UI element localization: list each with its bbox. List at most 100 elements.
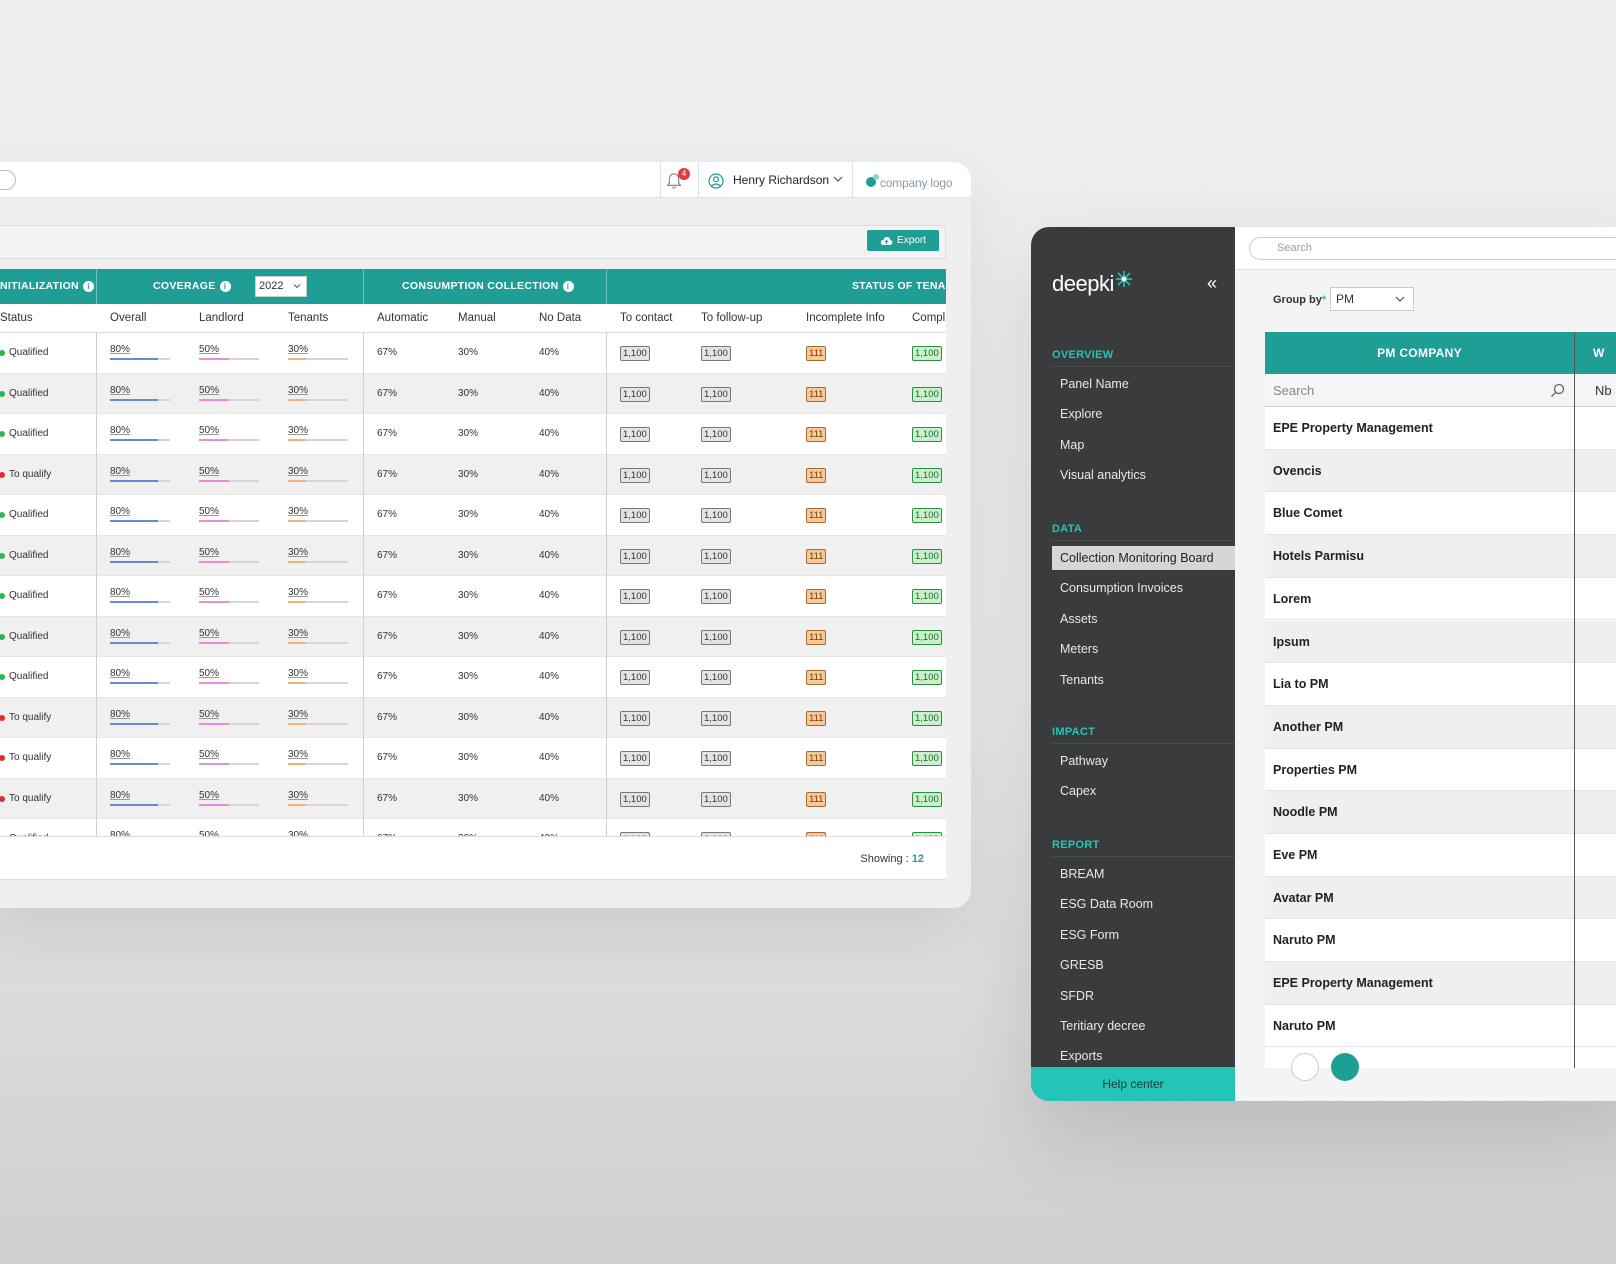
- sidebar-item[interactable]: Pathway: [1060, 754, 1108, 768]
- complete-badge[interactable]: 1,100: [912, 467, 942, 483]
- incomplete-info-badge[interactable]: 111: [806, 589, 827, 604]
- pm-company-row[interactable]: Eve PM: [1265, 834, 1616, 877]
- to-contact-badge[interactable]: 1,100: [620, 467, 650, 483]
- column-header[interactable]: To contact: [620, 312, 673, 324]
- to-contact-badge[interactable]: 1,100: [620, 751, 650, 766]
- complete-badge[interactable]: 1,100: [912, 832, 942, 836]
- complete-badge[interactable]: 1,100: [912, 629, 942, 645]
- sidebar-item[interactable]: Collection Monitoring Board: [1052, 546, 1235, 570]
- to-contact-badge[interactable]: 1,100: [620, 832, 650, 836]
- pm-company-row[interactable]: EPE Property Management: [1265, 962, 1616, 1005]
- to-follow-up-badge[interactable]: 1,100: [701, 548, 731, 564]
- to-contact-badge[interactable]: 1,100: [620, 629, 650, 645]
- export-button[interactable]: Export: [867, 230, 939, 251]
- sidebar-item[interactable]: BREAM: [1060, 867, 1105, 881]
- incomplete-info-badge[interactable]: 111: [806, 629, 827, 645]
- to-contact-badge[interactable]: 1,100: [620, 791, 650, 807]
- pm-company-row[interactable]: Ipsum: [1265, 620, 1616, 664]
- complete-badge[interactable]: 1,100: [912, 427, 942, 442]
- sidebar-item[interactable]: Capex: [1060, 784, 1097, 799]
- to-follow-up-badge[interactable]: 1,100: [701, 629, 731, 645]
- incomplete-info-badge[interactable]: 111: [806, 467, 827, 483]
- incomplete-info-badge[interactable]: 111: [806, 548, 827, 564]
- sidebar-item[interactable]: GRESB: [1060, 958, 1104, 973]
- nb-header[interactable]: Nb: [1595, 383, 1612, 398]
- sidebar-item[interactable]: Explore: [1060, 407, 1103, 422]
- sidebar-item[interactable]: SFDR: [1060, 988, 1095, 1003]
- chevron-down-icon[interactable]: [833, 175, 843, 183]
- incomplete-info-badge[interactable]: 111: [806, 791, 827, 807]
- info-icon[interactable]: i: [219, 280, 231, 292]
- complete-badge[interactable]: 1,100: [912, 386, 942, 402]
- sidebar-item[interactable]: Teritiary decree: [1060, 1019, 1146, 1033]
- to-contact-badge[interactable]: 1,100: [620, 589, 650, 604]
- pm-search-input[interactable]: Search: [1273, 383, 1315, 398]
- column-header[interactable]: Incomplete Info: [806, 312, 885, 324]
- column-header[interactable]: Manual: [458, 312, 496, 324]
- pm-company-row[interactable]: Naruto PM: [1265, 919, 1616, 963]
- incomplete-info-badge[interactable]: 111: [806, 832, 827, 836]
- to-contact-badge[interactable]: 1,100: [620, 386, 650, 402]
- to-follow-up-badge[interactable]: 1,100: [701, 589, 731, 604]
- info-icon[interactable]: i: [562, 280, 574, 292]
- user-avatar-icon[interactable]: [708, 173, 724, 189]
- incomplete-info-badge[interactable]: 111: [806, 710, 827, 726]
- incomplete-info-badge[interactable]: 111: [806, 346, 827, 361]
- column-header[interactable]: Tenants: [288, 312, 329, 324]
- table-row[interactable]: Qualified 80% 50% 30% 67% 30% 40% 1,100 1,100 111…: [0, 495, 946, 536]
- column-header[interactable]: To follow-up: [701, 312, 763, 324]
- incomplete-info-badge[interactable]: 111: [806, 751, 827, 766]
- to-follow-up-badge[interactable]: 1,100: [701, 427, 731, 442]
- table-row[interactable]: Qualified 80% 50% 30% 67% 30% 40% 1,100 1,100 111…: [0, 333, 946, 374]
- search-icon[interactable]: [1550, 383, 1565, 398]
- table-row[interactable]: To qualify 80% 50% 30% 67% 30% 40% 1,100 1,100 11…: [0, 738, 946, 779]
- table-row[interactable]: Qualified 80% 50% 30% 67% 30% 40% 1,100 1,100 111…: [0, 414, 946, 455]
- incomplete-info-badge[interactable]: 111: [806, 670, 827, 685]
- to-follow-up-badge[interactable]: 1,100: [701, 670, 731, 685]
- to-follow-up-badge[interactable]: 1,100: [701, 791, 731, 807]
- table-row[interactable]: Qualified 80% 50% 30% 67% 30% 40% 1,100 1,100 111…: [0, 819, 946, 836]
- group-by-select[interactable]: PM: [1330, 287, 1414, 311]
- global-search-input[interactable]: [0, 170, 16, 190]
- info-icon[interactable]: i: [82, 280, 94, 292]
- column-header[interactable]: Automatic: [377, 312, 429, 324]
- pm-company-row[interactable]: Blue Comet: [1265, 492, 1616, 536]
- pm-company-row[interactable]: Lorem: [1265, 578, 1616, 621]
- incomplete-info-badge[interactable]: 111: [806, 427, 827, 442]
- to-follow-up-badge[interactable]: 1,100: [701, 710, 731, 726]
- to-contact-badge[interactable]: 1,100: [620, 548, 650, 564]
- to-follow-up-badge[interactable]: 1,100: [701, 467, 731, 483]
- pm-company-row[interactable]: Naruto PM: [1265, 1005, 1616, 1048]
- pm-company-row[interactable]: EPE Property Management: [1265, 407, 1616, 450]
- sidebar-item[interactable]: ESG Data Room: [1060, 897, 1154, 912]
- table-row[interactable]: To qualify 80% 50% 30% 67% 30% 40% 1,100 1,100 11…: [0, 454, 946, 495]
- incomplete-info-badge[interactable]: 111: [806, 508, 827, 523]
- sidebar-item[interactable]: Map: [1060, 437, 1085, 452]
- complete-badge[interactable]: 1,100: [912, 751, 942, 766]
- sidebar-item[interactable]: Assets: [1060, 611, 1098, 626]
- table-row[interactable]: Qualified 80% 50% 30% 67% 30% 40% 1,100 1,100 111…: [0, 576, 946, 617]
- sidebar-item[interactable]: Visual analytics: [1060, 468, 1146, 483]
- column-header[interactable]: No Data: [539, 312, 582, 324]
- complete-badge[interactable]: 1,100: [912, 346, 942, 361]
- to-contact-badge[interactable]: 1,100: [620, 710, 650, 726]
- to-follow-up-badge[interactable]: 1,100: [701, 832, 731, 836]
- table-row[interactable]: Qualified 80% 50% 30% 67% 30% 40% 1,100 1,100 111…: [0, 535, 946, 576]
- table-row[interactable]: To qualify 80% 50% 30% 67% 30% 40% 1,100 1,100 11…: [0, 778, 946, 819]
- complete-badge[interactable]: 1,100: [912, 589, 942, 604]
- user-name[interactable]: Henry Richardson: [733, 173, 830, 187]
- complete-badge[interactable]: 1,100: [912, 670, 942, 685]
- pm-company-row[interactable]: Avatar PM: [1265, 876, 1616, 920]
- to-contact-badge[interactable]: 1,100: [620, 427, 650, 442]
- help-center-button[interactable]: Help center: [1031, 1067, 1235, 1101]
- pm-company-row[interactable]: Lia to PM: [1265, 663, 1616, 706]
- pm-company-row[interactable]: Another PM: [1265, 705, 1616, 749]
- column-header[interactable]: W: [1593, 346, 1605, 360]
- sidebar-item[interactable]: Exports: [1060, 1049, 1103, 1064]
- complete-badge[interactable]: 1,100: [912, 508, 942, 523]
- bell-icon[interactable]: [666, 172, 682, 190]
- column-header[interactable]: Landlord: [199, 312, 244, 324]
- to-follow-up-badge[interactable]: 1,100: [701, 386, 731, 402]
- to-follow-up-badge[interactable]: 1,100: [701, 346, 731, 361]
- to-contact-badge[interactable]: 1,100: [620, 346, 650, 361]
